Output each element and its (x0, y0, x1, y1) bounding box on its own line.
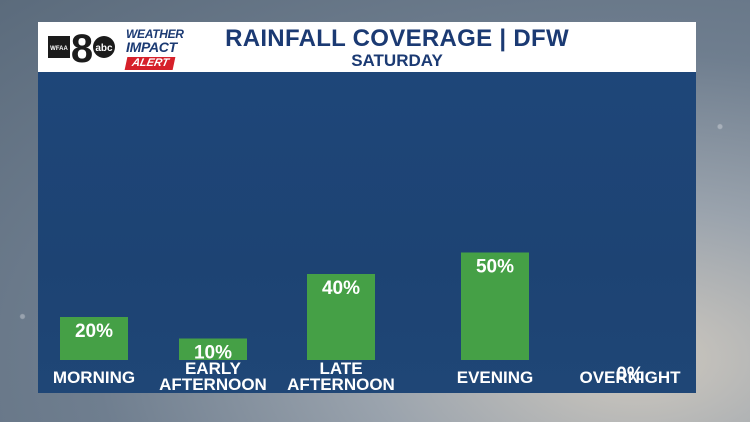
chart-subtitle: SATURDAY (351, 51, 443, 70)
category-label: LATE AFTERNOON (287, 359, 395, 393)
category-label: EARLY AFTERNOON (159, 359, 267, 393)
station-letters: WFAA (50, 46, 68, 52)
category-label: EVENING (457, 368, 534, 387)
station-logo: WFAA 8 abc (48, 28, 115, 66)
bar-evening (461, 252, 529, 360)
value-label: 40% (322, 278, 360, 299)
chart-title: RAINFALL COVERAGE | DFW (225, 25, 569, 52)
network-logo-text: abc (95, 43, 113, 54)
weather-impact-alert-logo: WEATHER IMPACT ALERT (124, 27, 206, 70)
brand-line1: WEATHER (126, 27, 184, 41)
bar-early-afternoon (179, 338, 247, 360)
header-banner: WFAA 8 abc WEATHER IMPACT ALERT RAINFALL… (38, 22, 696, 72)
value-label: 10% (194, 343, 232, 364)
value-label: 0% (616, 364, 644, 385)
bar-morning (60, 317, 128, 360)
value-label: 20% (75, 321, 113, 342)
category-label: MORNING (53, 368, 135, 387)
brand-line2: IMPACT (126, 39, 177, 55)
bar-chart: 20% MORNING 10%EARLY AFTERNOON 40% LATE AFTERN… (53, 252, 681, 393)
bar-late-afternoon (307, 274, 375, 360)
value-label: 50% (476, 257, 514, 278)
category-label: OVERNIGHT (579, 368, 681, 387)
station-number: 8 (71, 28, 93, 66)
